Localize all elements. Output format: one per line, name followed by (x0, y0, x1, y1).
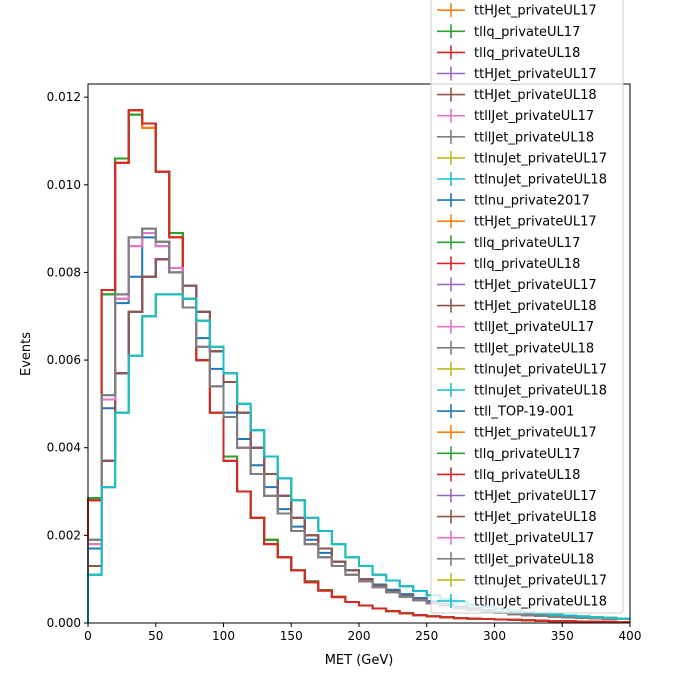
legend-entry: ttlnuJet_privateUL17 (474, 151, 607, 166)
legend-entry: ttHJet_privateUL18 (474, 299, 597, 314)
legend-entry: ttlnu_private2017 (474, 194, 590, 209)
series-line (87, 109, 630, 624)
legend-entry: ttHJet_privateUL18 (474, 510, 597, 525)
legend-entry: tllq_privateUL18 (474, 257, 580, 272)
legend-entry: tllq_privateUL17 (474, 236, 580, 251)
legend-entry: ttHJet_privateUL17 (474, 4, 597, 19)
legend: ttHJet_privateUL17 tllq_privateUL17 tllq_p… (430, 0, 624, 614)
y-tick-label: 0.004 (47, 441, 81, 455)
x-tick-label: 50 (148, 629, 163, 643)
legend-entry: ttHJet_privateUL17 (474, 426, 597, 441)
y-tick-label: 0.010 (47, 178, 81, 192)
legend-entry: tllq_privateUL17 (474, 447, 580, 462)
x-axis-label: MET (GeV) (325, 653, 394, 668)
y-tick-label: 0.006 (47, 353, 81, 367)
legend-entry: tllq_privateUL18 (474, 468, 580, 483)
legend-entry: ttlnuJet_privateUL17 (474, 573, 607, 588)
legend-entry: ttllJet_privateUL17 (474, 320, 594, 335)
legend-entry: ttlnuJet_privateUL18 (474, 595, 607, 610)
legend-entry: ttll_TOP-19-001 (474, 405, 574, 420)
legend-entry: ttHJet_privateUL17 (474, 278, 597, 293)
legend-entry: ttllJet_privateUL17 (474, 531, 594, 546)
series-line (87, 227, 630, 623)
x-tick-label: 250 (415, 629, 438, 643)
y-tick-label: 0.012 (47, 90, 81, 104)
y-axis: 0.000 0.002 0.004 0.006 0.008 0.010 0.012 (47, 90, 88, 630)
y-tick-label: 0.002 (47, 528, 81, 542)
legend-entry: ttHJet_privateUL17 (474, 215, 597, 230)
legend-entry: tllq_privateUL18 (474, 46, 580, 61)
legend-entry: ttllJet_privateUL18 (474, 130, 594, 145)
legend-entry: tllq_privateUL17 (474, 25, 580, 40)
legend-entry: ttHJet_privateUL17 (474, 489, 597, 504)
y-tick-label: 0.008 (47, 265, 81, 279)
legend-box (430, 0, 624, 614)
x-tick-label: 100 (212, 629, 235, 643)
y-tick-label: 0.000 (47, 616, 81, 630)
y-axis-label: Events (19, 332, 34, 376)
x-tick-label: 300 (483, 629, 506, 643)
x-tick-label: 350 (551, 629, 574, 643)
legend-entry: ttHJet_privateUL17 (474, 67, 597, 82)
legend-entry: ttlnuJet_privateUL18 (474, 173, 607, 188)
x-tick-label: 400 (619, 629, 642, 643)
legend-entry: ttlnuJet_privateUL17 (474, 362, 607, 377)
x-tick-label: 0 (84, 629, 92, 643)
legend-entry: ttllJet_privateUL18 (474, 552, 594, 567)
legend-entry: ttHJet_privateUL18 (474, 88, 597, 103)
x-tick-label: 200 (348, 629, 371, 643)
legend-entry: ttllJet_privateUL17 (474, 109, 594, 124)
x-axis: 0 50 100 150 200 250 300 350 400 (84, 623, 641, 643)
legend-entry: ttlnuJet_privateUL18 (474, 384, 607, 399)
legend-entry: ttllJet_privateUL18 (474, 341, 594, 356)
x-tick-label: 150 (280, 629, 303, 643)
